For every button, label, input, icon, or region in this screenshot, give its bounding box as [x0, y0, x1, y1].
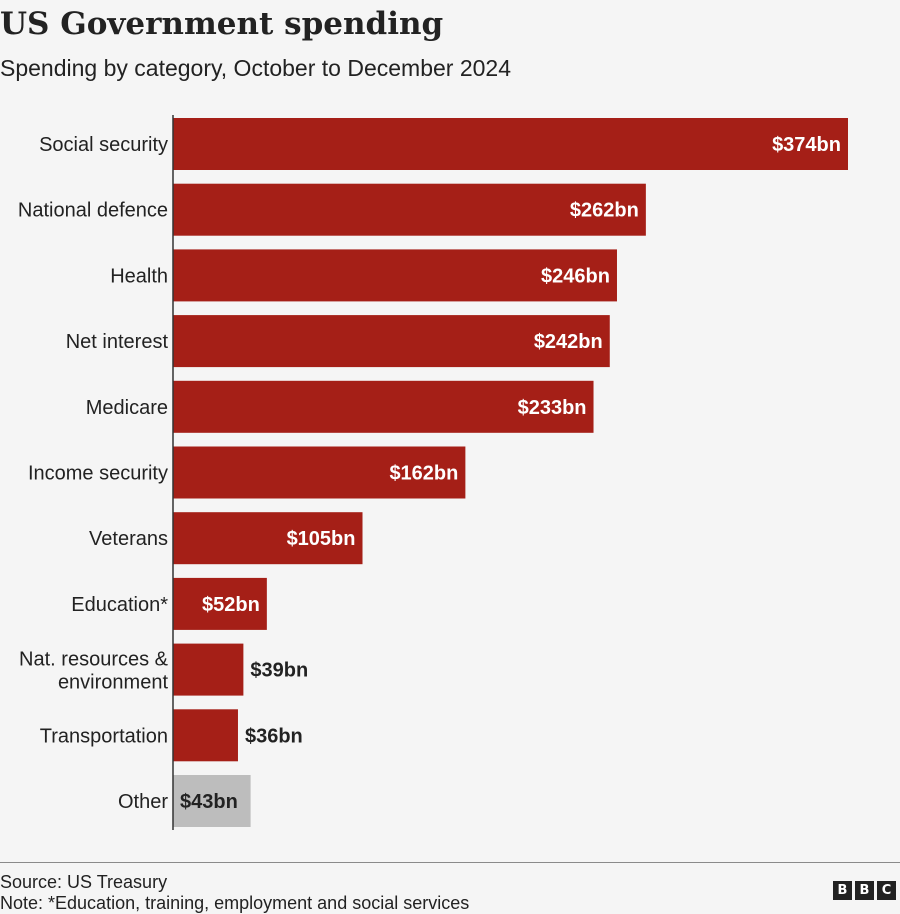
category-label: Transportation: [40, 725, 168, 747]
category-label: Income security: [28, 463, 168, 485]
logo-letter: B: [833, 881, 852, 900]
value-label: $39bn: [250, 660, 308, 682]
category-label: Nat. resources & environment: [19, 649, 169, 694]
footer-divider: [0, 862, 900, 863]
value-label: $43bn: [180, 791, 238, 813]
value-label: $233bn: [518, 397, 587, 419]
bar: [173, 709, 238, 762]
footnote: Note: *Education, training, employment a…: [0, 893, 470, 913]
value-label: $262bn: [570, 200, 639, 222]
bar: [173, 380, 594, 433]
value-label: $105bn: [287, 528, 356, 550]
chart-subtitle: Spending by category, October to Decembe…: [0, 55, 511, 81]
chart-title: US Government spending: [0, 6, 444, 42]
value-label: $36bn: [245, 725, 303, 747]
bar: [173, 446, 466, 499]
bbc-logo: B B C: [833, 881, 896, 900]
value-label: $246bn: [541, 265, 610, 287]
bar: [173, 643, 244, 696]
source-note: Source: US Treasury: [0, 872, 168, 892]
bar: [173, 183, 646, 236]
category-label: Medicare: [86, 397, 168, 419]
bar-chart: Social security $374bn National defence $26…: [18, 115, 848, 830]
bar: [173, 249, 617, 302]
category-label: Social security: [39, 134, 168, 156]
bar: [173, 118, 848, 170]
bar: [173, 577, 267, 630]
value-label: $242bn: [534, 331, 603, 353]
bar: [173, 512, 363, 565]
category-label: Veterans: [89, 528, 168, 550]
category-label: Other: [118, 791, 168, 813]
category-label: Education*: [71, 594, 168, 616]
category-label: National defence: [18, 200, 168, 222]
bar: [173, 315, 610, 368]
value-label: $162bn: [389, 463, 458, 485]
bar: [173, 775, 251, 827]
category-label: Net interest: [66, 331, 169, 353]
logo-letter: C: [877, 881, 896, 900]
value-label: $374bn: [772, 134, 841, 156]
logo-letter: B: [855, 881, 874, 900]
value-label: $52bn: [202, 594, 260, 616]
category-label: Health: [110, 265, 168, 287]
